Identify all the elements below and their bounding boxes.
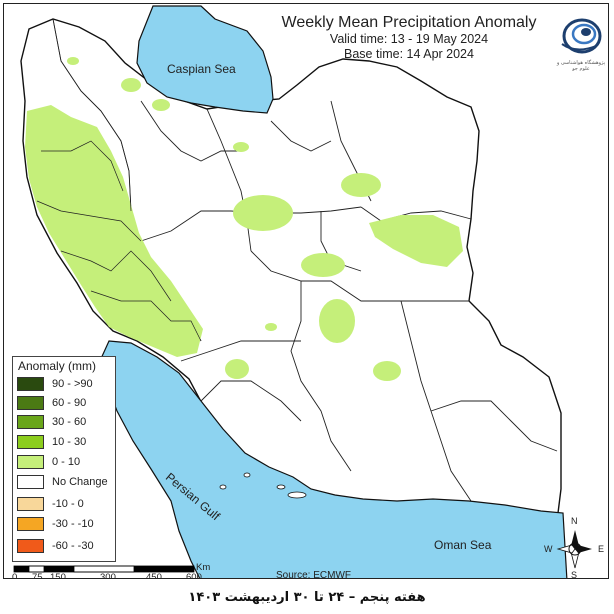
compass-n: N <box>571 516 578 526</box>
legend-swatch <box>17 517 44 531</box>
legend-label: -30 - -10 <box>52 518 94 530</box>
compass-s: S <box>571 570 578 579</box>
scale-unit: Km <box>196 562 211 573</box>
legend-item: -30 - -10 <box>17 517 117 532</box>
legend-label: 90 - >90 <box>52 378 93 390</box>
logo-text: پژوهشگاه هواشناسی و علوم جو <box>556 60 606 72</box>
scale-tick: 300 <box>100 572 116 579</box>
compass-w: W <box>544 544 553 554</box>
scale-tick: 600 <box>186 572 202 579</box>
scale-bar-graphic <box>13 565 195 573</box>
legend-item: 60 - 90 <box>17 396 117 411</box>
valid-time: Valid time: 13 - 19 May 2024 <box>329 32 489 46</box>
province-boundaries-overlay <box>36 18 202 342</box>
compass-e: E <box>598 544 605 554</box>
legend-swatch <box>17 475 44 489</box>
legend-swatch <box>17 435 44 449</box>
iran-map <box>20 5 568 578</box>
legend-item: 0 - 10 <box>17 455 117 470</box>
compass-rose: N E S W <box>544 516 606 579</box>
legend-swatch <box>17 415 44 429</box>
legend-item: -10 - 0 <box>17 497 117 512</box>
legend-item: 30 - 60 <box>17 415 117 430</box>
legend-title: Anomaly (mm) <box>18 359 97 373</box>
legend: Anomaly (mm) 90 - >90 60 - 90 30 - 60 10… <box>12 356 116 562</box>
legend-item: 10 - 30 <box>17 435 117 450</box>
base-time: Base time: 14 Apr 2024 <box>344 47 474 61</box>
scale-tick: 450 <box>146 572 162 579</box>
map-title: Weekly Mean Precipitation Anomaly <box>281 14 537 31</box>
legend-label: 0 - 10 <box>52 456 81 468</box>
caspian-sea-label: Caspian Sea <box>167 62 236 76</box>
anomaly-areas-0-10 <box>25 57 463 381</box>
caspian-sea <box>136 5 274 114</box>
oman-sea-label: Oman Sea <box>434 538 492 552</box>
legend-swatch <box>17 497 44 511</box>
gulf-islands <box>219 472 307 499</box>
legend-item: No Change <box>17 475 117 490</box>
legend-swatch <box>17 539 44 553</box>
compass-icon <box>556 530 592 569</box>
legend-item: 90 - >90 <box>17 377 117 392</box>
data-source: Source: ECMWF <box>276 570 352 579</box>
scale-tick: 75 <box>32 572 43 579</box>
legend-label: -60 - -30 <box>52 540 94 552</box>
legend-swatch <box>17 455 44 469</box>
scale-tick: 0 <box>12 572 18 579</box>
scale-tick: 150 <box>50 572 66 579</box>
legend-label: -10 - 0 <box>52 498 84 510</box>
legend-label: 60 - 90 <box>52 397 87 409</box>
legend-label: No Change <box>52 476 108 488</box>
legend-label: 30 - 60 <box>52 416 87 428</box>
footer-caption: هفته پنجم – ۲۴ تا ۳۰ اردیبهشت ۱۴۰۳ <box>188 590 426 605</box>
persian-gulf-oman-sea <box>98 340 568 578</box>
swirl-logo-icon <box>561 18 602 54</box>
legend-swatch <box>17 396 44 410</box>
scale-bar: 0 75 150 300 450 600 Km <box>12 562 212 579</box>
map-frame: Weekly Mean Precipitation Anomaly Valid … <box>3 3 609 579</box>
legend-swatch <box>17 377 44 391</box>
legend-item: -60 - -30 <box>17 539 117 554</box>
title-block: Weekly Mean Precipitation Anomaly Valid … <box>244 14 574 62</box>
legend-label: 10 - 30 <box>52 436 87 448</box>
organization-logo: پژوهشگاه هواشناسی و علوم جو <box>552 14 608 84</box>
